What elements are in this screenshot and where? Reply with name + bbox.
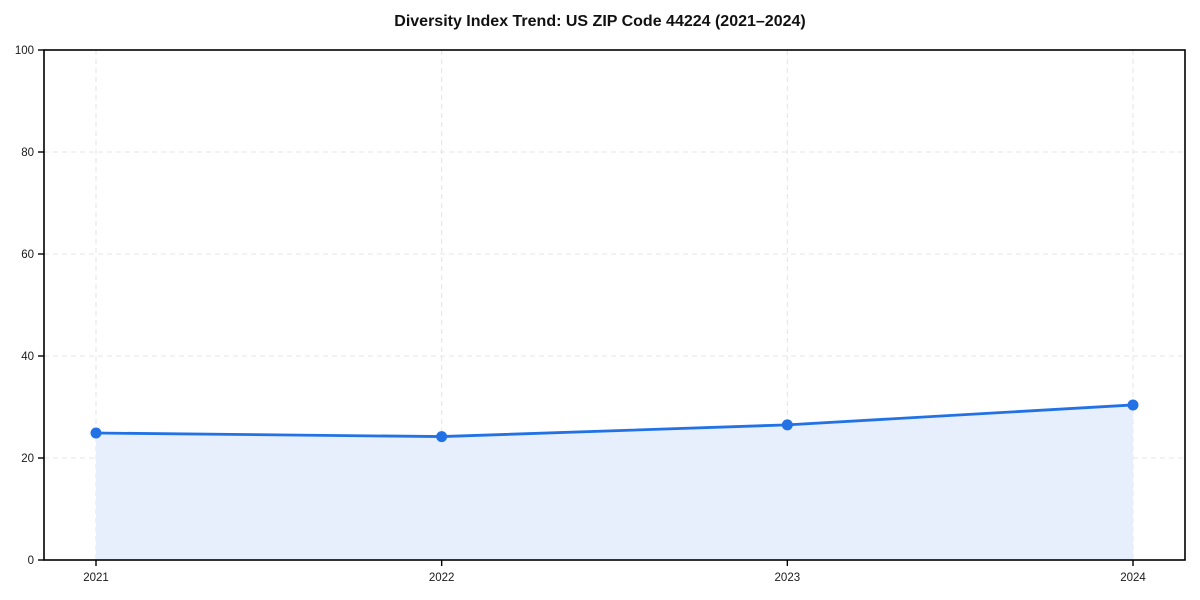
y-tick-label: 40 — [21, 351, 34, 363]
x-tick-label: 2023 — [775, 572, 801, 584]
data-point-marker[interactable] — [1127, 399, 1139, 411]
chart-title: Diversity Index Trend: US ZIP Code 44224… — [394, 13, 806, 30]
data-point-marker[interactable] — [90, 427, 102, 439]
y-tick-label: 0 — [28, 555, 34, 567]
plot-border — [43, 49, 1186, 561]
data-point-marker[interactable] — [781, 419, 793, 431]
trend-line — [94, 403, 1135, 438]
area-fill — [96, 404, 1133, 560]
y-tick-label: 20 — [21, 453, 34, 465]
x-tick-label: 2024 — [1120, 572, 1146, 584]
x-tick-label: 2021 — [83, 572, 109, 584]
x-tick-label: 2022 — [429, 572, 455, 584]
y-tick-label: 80 — [21, 147, 34, 159]
y-tick-label: 60 — [21, 249, 34, 261]
data-point-marker[interactable] — [436, 431, 448, 443]
y-tick-label: 100 — [15, 45, 34, 57]
